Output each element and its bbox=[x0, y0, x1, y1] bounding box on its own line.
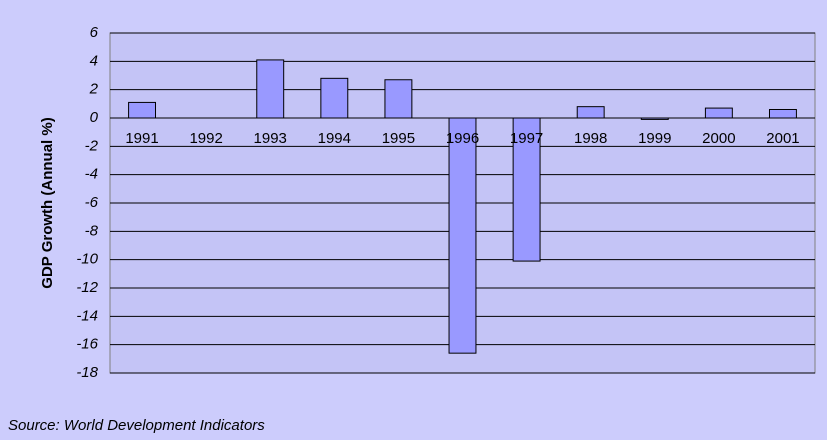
y-tick-label: 4 bbox=[90, 52, 98, 69]
x-tick-label: 1996 bbox=[446, 130, 479, 147]
y-tick-label: -8 bbox=[85, 222, 99, 239]
bar bbox=[320, 77, 349, 119]
y-tick-label: -18 bbox=[76, 364, 98, 381]
x-tick-label: 2001 bbox=[766, 130, 799, 147]
y-axis-label: GDP Growth (Annual %) bbox=[39, 117, 56, 288]
y-tick-label: -14 bbox=[76, 307, 98, 324]
x-tick-label: 2000 bbox=[702, 130, 735, 147]
y-tick-label: -12 bbox=[76, 279, 98, 296]
bar bbox=[448, 117, 477, 354]
bar bbox=[128, 101, 157, 119]
y-tick-label: -6 bbox=[85, 194, 99, 211]
x-tick-label: 1998 bbox=[574, 130, 607, 147]
y-tick-label: -16 bbox=[76, 336, 98, 353]
y-tick-label: -2 bbox=[85, 137, 99, 154]
bar bbox=[768, 109, 797, 119]
x-tick-label: 1994 bbox=[318, 130, 351, 147]
y-tick-label: 6 bbox=[90, 24, 99, 41]
x-tick-label: 1999 bbox=[638, 130, 671, 147]
bar bbox=[384, 79, 413, 119]
bar bbox=[704, 107, 733, 119]
y-tick-label: 2 bbox=[89, 81, 99, 98]
x-tick-label: 1991 bbox=[125, 130, 158, 147]
x-tick-label: 1993 bbox=[254, 130, 287, 147]
bar bbox=[640, 117, 669, 120]
y-tick-label: 0 bbox=[90, 109, 99, 126]
bar bbox=[256, 59, 285, 119]
bar bbox=[512, 117, 541, 262]
source-note: Source: World Development Indicators bbox=[8, 417, 265, 434]
y-tick-label: -10 bbox=[76, 251, 98, 268]
x-tick-label: 1997 bbox=[510, 130, 543, 147]
bar bbox=[576, 106, 605, 119]
x-tick-label: 1995 bbox=[382, 130, 415, 147]
x-tick-label: 1992 bbox=[189, 130, 222, 147]
y-tick-label: -4 bbox=[85, 166, 98, 183]
